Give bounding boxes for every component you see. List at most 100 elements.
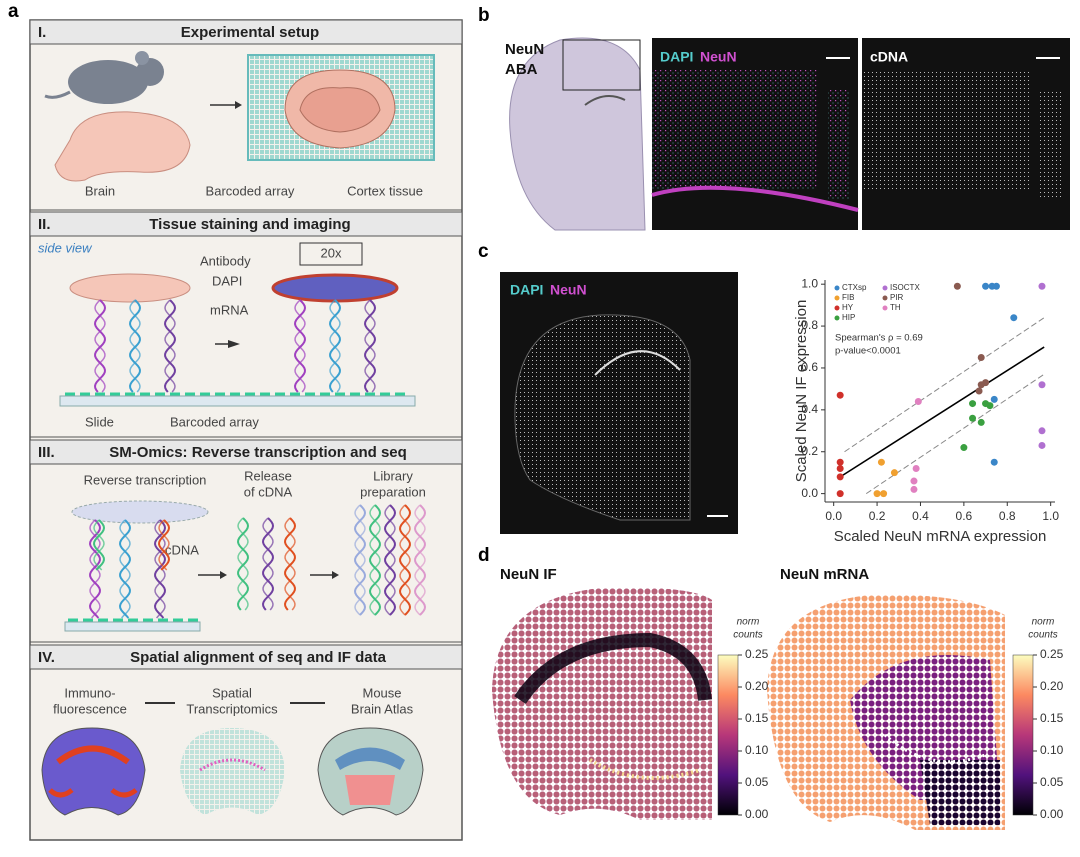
x-tick-label: 0.6 xyxy=(956,509,973,523)
point xyxy=(836,473,844,481)
strand xyxy=(94,299,106,393)
label: Release xyxy=(244,468,292,483)
section-numeral: II. xyxy=(38,216,51,233)
section-numeral: III. xyxy=(38,444,55,461)
strand xyxy=(413,504,427,616)
point xyxy=(1038,282,1046,290)
x-tick-label: 0.0 xyxy=(825,509,842,523)
point xyxy=(990,458,998,466)
legend-label: HIP xyxy=(842,313,855,322)
colorbar xyxy=(717,654,739,816)
x-axis-label: Scaled NeuN mRNA expression xyxy=(834,528,1047,545)
dna-strands xyxy=(88,299,427,619)
strand xyxy=(369,504,381,616)
legend-label: FIB xyxy=(842,293,854,302)
strand xyxy=(383,504,397,616)
label: Immuno- xyxy=(64,685,115,700)
image-label: NeuN xyxy=(505,41,544,58)
strand xyxy=(153,519,167,619)
strand xyxy=(164,299,176,393)
label: fluorescence xyxy=(53,701,127,716)
legend-label: CTXsp xyxy=(842,283,867,292)
image-label: cDNA xyxy=(870,49,908,65)
point xyxy=(1010,314,1018,322)
strand xyxy=(237,517,249,611)
image-label: NeuN xyxy=(700,49,737,65)
tissue-ghost xyxy=(71,500,209,524)
chart-axes xyxy=(824,280,1055,503)
x-tick-label: 0.2 xyxy=(869,509,886,523)
legend-label: ISOCTX xyxy=(890,283,920,292)
strand xyxy=(294,299,306,393)
legend-label: PIR xyxy=(890,293,904,302)
arrow-head xyxy=(332,571,339,579)
x-tick-label: 1.0 xyxy=(1042,509,1059,523)
point xyxy=(836,464,844,472)
strand xyxy=(354,504,366,616)
strand xyxy=(93,519,106,571)
label: Spatial xyxy=(212,685,252,700)
tissue xyxy=(69,273,191,303)
legend-label: TH xyxy=(890,303,901,312)
slide xyxy=(59,395,416,407)
colorbar-tick-label: 0.10 xyxy=(1040,743,1064,757)
strand xyxy=(364,299,376,393)
legend-swatch xyxy=(882,295,888,301)
point xyxy=(975,387,983,395)
legend-swatch xyxy=(834,295,840,301)
label: 20x xyxy=(321,245,342,260)
label: cDNA xyxy=(165,542,199,557)
y-tick-label: 0.4 xyxy=(801,402,818,416)
label: Barcoded array xyxy=(206,183,295,198)
point xyxy=(969,400,977,408)
point xyxy=(877,458,885,466)
colorbar-label: counts xyxy=(733,630,762,641)
point xyxy=(873,490,881,498)
point xyxy=(982,282,990,290)
section-numeral: I. xyxy=(38,24,46,41)
y-tick-label: 0.0 xyxy=(801,486,818,500)
colorbar-tick-label: 0.25 xyxy=(1040,647,1064,661)
label: Transcriptomics xyxy=(186,701,278,716)
legend-label: HY xyxy=(842,303,854,312)
strand xyxy=(384,504,396,616)
zoom-box xyxy=(299,242,363,266)
panel-b: NeuN ABA DAPI NeuN cDNA xyxy=(500,32,1070,231)
annotation: p-value<0.0001 xyxy=(835,346,901,357)
mouse-illustration xyxy=(44,51,191,182)
array-illustration xyxy=(247,54,435,161)
strand xyxy=(158,519,171,571)
legend-swatch xyxy=(834,285,840,291)
image-label: ABA xyxy=(505,61,538,78)
label: mRNA xyxy=(210,302,249,317)
annotation: Spearman's ρ = 0.69 xyxy=(835,333,923,344)
point xyxy=(992,282,1000,290)
strand xyxy=(118,519,132,619)
image-label: NeuN xyxy=(550,282,587,298)
strand xyxy=(88,519,102,619)
image-label: DAPI xyxy=(660,49,693,65)
legend-swatch xyxy=(834,305,840,311)
fit-line xyxy=(839,346,1045,478)
point xyxy=(1038,381,1046,389)
panel-label: c xyxy=(478,241,489,262)
strand xyxy=(262,517,274,611)
colorbar-tick-label: 0.20 xyxy=(1040,679,1064,693)
y-tick-label: 0.2 xyxy=(801,444,818,458)
label: Brain xyxy=(85,183,115,198)
colorbar-label: counts xyxy=(1028,630,1057,641)
strand xyxy=(368,504,382,616)
colorbar-tick-label: 0.20 xyxy=(745,679,769,693)
colorbar-tick-label: 0.05 xyxy=(1040,775,1064,789)
strand xyxy=(353,504,367,616)
point xyxy=(836,458,844,466)
label: preparation xyxy=(360,484,426,499)
legend-swatch xyxy=(882,285,888,291)
strand xyxy=(329,299,341,393)
point xyxy=(990,395,998,403)
x-tick-label: 0.4 xyxy=(912,509,929,523)
brain-if xyxy=(41,727,146,816)
label: Reverse transcription xyxy=(84,472,207,487)
strand xyxy=(399,504,411,616)
